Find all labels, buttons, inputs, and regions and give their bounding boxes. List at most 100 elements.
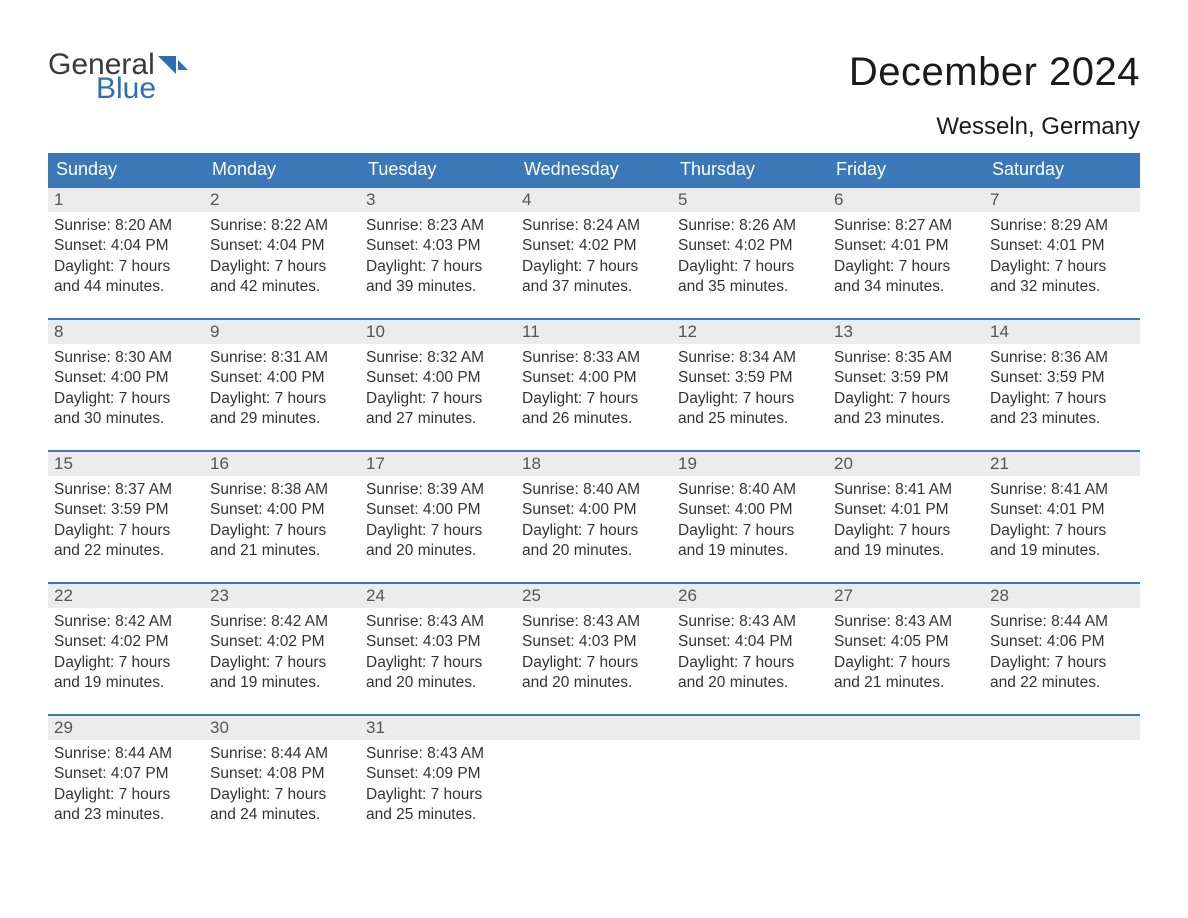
day-number: 30 bbox=[204, 716, 360, 740]
sunset-line: Sunset: 4:01 PM bbox=[990, 236, 1134, 256]
daylight-line: Daylight: 7 hours and 23 minutes. bbox=[834, 389, 978, 430]
day-cell: 18Sunrise: 8:40 AMSunset: 4:00 PMDayligh… bbox=[516, 452, 672, 570]
sunrise-line: Sunrise: 8:41 AM bbox=[990, 480, 1134, 500]
sunrise-line: Sunrise: 8:23 AM bbox=[366, 216, 510, 236]
logo-text: General Blue bbox=[48, 50, 156, 104]
day-cell: 4Sunrise: 8:24 AMSunset: 4:02 PMDaylight… bbox=[516, 188, 672, 306]
day-number: 29 bbox=[48, 716, 204, 740]
day-cell: 27Sunrise: 8:43 AMSunset: 4:05 PMDayligh… bbox=[828, 584, 984, 702]
day-body: Sunrise: 8:35 AMSunset: 3:59 PMDaylight:… bbox=[828, 344, 984, 436]
sunrise-line: Sunrise: 8:42 AM bbox=[54, 612, 198, 632]
day-cell: 12Sunrise: 8:34 AMSunset: 3:59 PMDayligh… bbox=[672, 320, 828, 438]
sunset-line: Sunset: 4:06 PM bbox=[990, 632, 1134, 652]
day-cell: 23Sunrise: 8:42 AMSunset: 4:02 PMDayligh… bbox=[204, 584, 360, 702]
daylight-line: Daylight: 7 hours and 30 minutes. bbox=[54, 389, 198, 430]
day-number: 31 bbox=[360, 716, 516, 740]
day-cell: 1Sunrise: 8:20 AMSunset: 4:04 PMDaylight… bbox=[48, 188, 204, 306]
logo-sail-icon bbox=[158, 56, 190, 87]
sunset-line: Sunset: 3:59 PM bbox=[678, 368, 822, 388]
day-cell bbox=[516, 716, 672, 834]
sunrise-line: Sunrise: 8:27 AM bbox=[834, 216, 978, 236]
sunset-line: Sunset: 4:05 PM bbox=[834, 632, 978, 652]
sunset-line: Sunset: 3:59 PM bbox=[990, 368, 1134, 388]
sunrise-line: Sunrise: 8:43 AM bbox=[678, 612, 822, 632]
sunset-line: Sunset: 3:59 PM bbox=[54, 500, 198, 520]
day-body bbox=[828, 740, 984, 820]
day-cell bbox=[828, 716, 984, 834]
daylight-line: Daylight: 7 hours and 27 minutes. bbox=[366, 389, 510, 430]
day-cell bbox=[672, 716, 828, 834]
daylight-line: Daylight: 7 hours and 23 minutes. bbox=[990, 389, 1134, 430]
day-number bbox=[672, 716, 828, 740]
day-body: Sunrise: 8:33 AMSunset: 4:00 PMDaylight:… bbox=[516, 344, 672, 436]
daylight-line: Daylight: 7 hours and 20 minutes. bbox=[522, 521, 666, 562]
day-body: Sunrise: 8:27 AMSunset: 4:01 PMDaylight:… bbox=[828, 212, 984, 304]
day-body: Sunrise: 8:43 AMSunset: 4:04 PMDaylight:… bbox=[672, 608, 828, 700]
sunset-line: Sunset: 4:00 PM bbox=[678, 500, 822, 520]
day-number: 5 bbox=[672, 188, 828, 212]
daylight-line: Daylight: 7 hours and 20 minutes. bbox=[366, 521, 510, 562]
week-row: 22Sunrise: 8:42 AMSunset: 4:02 PMDayligh… bbox=[48, 582, 1140, 702]
sunset-line: Sunset: 4:00 PM bbox=[366, 368, 510, 388]
day-cell bbox=[984, 716, 1140, 834]
sunrise-line: Sunrise: 8:29 AM bbox=[990, 216, 1134, 236]
day-number: 17 bbox=[360, 452, 516, 476]
day-body: Sunrise: 8:43 AMSunset: 4:03 PMDaylight:… bbox=[360, 608, 516, 700]
day-body: Sunrise: 8:41 AMSunset: 4:01 PMDaylight:… bbox=[984, 476, 1140, 568]
day-body: Sunrise: 8:20 AMSunset: 4:04 PMDaylight:… bbox=[48, 212, 204, 304]
sunrise-line: Sunrise: 8:26 AM bbox=[678, 216, 822, 236]
daylight-line: Daylight: 7 hours and 19 minutes. bbox=[990, 521, 1134, 562]
day-body: Sunrise: 8:44 AMSunset: 4:07 PMDaylight:… bbox=[48, 740, 204, 832]
sunset-line: Sunset: 4:02 PM bbox=[678, 236, 822, 256]
day-number: 20 bbox=[828, 452, 984, 476]
day-number bbox=[828, 716, 984, 740]
day-body: Sunrise: 8:34 AMSunset: 3:59 PMDaylight:… bbox=[672, 344, 828, 436]
sunrise-line: Sunrise: 8:35 AM bbox=[834, 348, 978, 368]
day-cell: 9Sunrise: 8:31 AMSunset: 4:00 PMDaylight… bbox=[204, 320, 360, 438]
day-cell: 22Sunrise: 8:42 AMSunset: 4:02 PMDayligh… bbox=[48, 584, 204, 702]
weekday-header: Tuesday bbox=[360, 153, 516, 186]
sunrise-line: Sunrise: 8:43 AM bbox=[366, 744, 510, 764]
day-body: Sunrise: 8:40 AMSunset: 4:00 PMDaylight:… bbox=[672, 476, 828, 568]
week-row: 15Sunrise: 8:37 AMSunset: 3:59 PMDayligh… bbox=[48, 450, 1140, 570]
day-body: Sunrise: 8:37 AMSunset: 3:59 PMDaylight:… bbox=[48, 476, 204, 568]
sunset-line: Sunset: 3:59 PM bbox=[834, 368, 978, 388]
day-number: 18 bbox=[516, 452, 672, 476]
weekday-header-row: SundayMondayTuesdayWednesdayThursdayFrid… bbox=[48, 153, 1140, 186]
sunrise-line: Sunrise: 8:34 AM bbox=[678, 348, 822, 368]
daylight-line: Daylight: 7 hours and 20 minutes. bbox=[678, 653, 822, 694]
title-block: December 2024 Wesseln, Germany bbox=[849, 50, 1140, 141]
day-number: 10 bbox=[360, 320, 516, 344]
sunset-line: Sunset: 4:03 PM bbox=[366, 632, 510, 652]
sunset-line: Sunset: 4:07 PM bbox=[54, 764, 198, 784]
day-number: 24 bbox=[360, 584, 516, 608]
day-cell: 3Sunrise: 8:23 AMSunset: 4:03 PMDaylight… bbox=[360, 188, 516, 306]
sunrise-line: Sunrise: 8:20 AM bbox=[54, 216, 198, 236]
calendar: SundayMondayTuesdayWednesdayThursdayFrid… bbox=[48, 153, 1140, 834]
weeks-container: 1Sunrise: 8:20 AMSunset: 4:04 PMDaylight… bbox=[48, 186, 1140, 834]
day-number: 25 bbox=[516, 584, 672, 608]
day-cell: 14Sunrise: 8:36 AMSunset: 3:59 PMDayligh… bbox=[984, 320, 1140, 438]
sunset-line: Sunset: 4:04 PM bbox=[210, 236, 354, 256]
weekday-header: Friday bbox=[828, 153, 984, 186]
day-cell: 17Sunrise: 8:39 AMSunset: 4:00 PMDayligh… bbox=[360, 452, 516, 570]
daylight-line: Daylight: 7 hours and 44 minutes. bbox=[54, 257, 198, 298]
daylight-line: Daylight: 7 hours and 32 minutes. bbox=[990, 257, 1134, 298]
day-number: 21 bbox=[984, 452, 1140, 476]
sunset-line: Sunset: 4:00 PM bbox=[210, 368, 354, 388]
sunrise-line: Sunrise: 8:43 AM bbox=[366, 612, 510, 632]
sunrise-line: Sunrise: 8:38 AM bbox=[210, 480, 354, 500]
day-cell: 16Sunrise: 8:38 AMSunset: 4:00 PMDayligh… bbox=[204, 452, 360, 570]
weekday-header: Sunday bbox=[48, 153, 204, 186]
day-cell: 19Sunrise: 8:40 AMSunset: 4:00 PMDayligh… bbox=[672, 452, 828, 570]
sunrise-line: Sunrise: 8:44 AM bbox=[990, 612, 1134, 632]
day-number: 11 bbox=[516, 320, 672, 344]
day-number: 12 bbox=[672, 320, 828, 344]
sunset-line: Sunset: 4:00 PM bbox=[522, 500, 666, 520]
daylight-line: Daylight: 7 hours and 25 minutes. bbox=[678, 389, 822, 430]
day-number: 19 bbox=[672, 452, 828, 476]
day-cell: 10Sunrise: 8:32 AMSunset: 4:00 PMDayligh… bbox=[360, 320, 516, 438]
daylight-line: Daylight: 7 hours and 23 minutes. bbox=[54, 785, 198, 826]
day-cell: 20Sunrise: 8:41 AMSunset: 4:01 PMDayligh… bbox=[828, 452, 984, 570]
sunrise-line: Sunrise: 8:43 AM bbox=[834, 612, 978, 632]
